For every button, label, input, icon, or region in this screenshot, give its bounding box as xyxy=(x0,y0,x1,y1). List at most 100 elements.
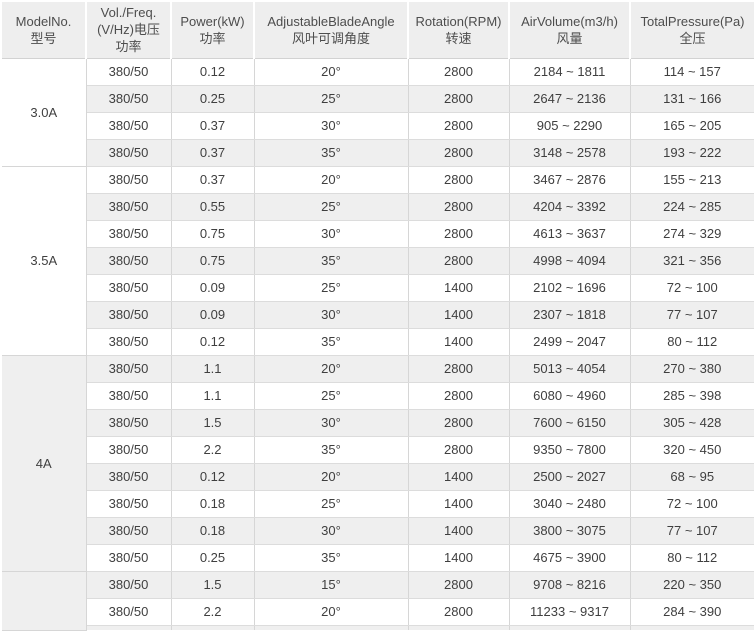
column-header-blade-angle: AdjustableBladeAngle 风叶可调角度 xyxy=(253,2,408,59)
power-cell: 0.12 xyxy=(171,463,255,491)
voltage-freq-cell: 380/50 xyxy=(86,355,172,383)
blade-angle-cell: 25° xyxy=(254,85,409,113)
total-pressure-cell: 72 ~ 100 xyxy=(630,274,754,302)
blade-angle-cell: 30° xyxy=(254,220,409,248)
partial-cell xyxy=(408,625,510,630)
air-volume-cell: 4675 ~ 3900 xyxy=(509,544,631,572)
power-cell: 2.2 xyxy=(171,598,255,626)
partial-row xyxy=(2,625,754,630)
table-row: 380/50 1.5 15° 2800 9708 ~ 8216 220 ~ 350 xyxy=(2,571,754,631)
power-cell: 0.18 xyxy=(171,517,255,545)
table-row: 380/50 0.25 25° 2800 2647 ~ 2136 131 ~ 166 xyxy=(2,85,754,113)
table-row: 3.5A 380/50 0.37 20° 2800 3467 ~ 2876 155 ~ 21… xyxy=(2,166,754,356)
power-cell: 0.37 xyxy=(171,112,255,140)
total-pressure-cell: 274 ~ 329 xyxy=(630,220,754,248)
header-line: 风叶可调角度 xyxy=(291,30,370,46)
rotation-cell: 2800 xyxy=(408,85,510,113)
column-header-voltage-freq: Vol./Freq. (V/Hz)电压 功率 xyxy=(85,2,171,59)
rotation-cell: 2800 xyxy=(408,247,510,275)
blade-angle-cell: 20° xyxy=(254,598,409,626)
air-volume-cell: 2647 ~ 2136 xyxy=(509,85,631,113)
rotation-cell: 1400 xyxy=(408,463,510,491)
air-volume-cell: 2102 ~ 1696 xyxy=(509,274,631,302)
total-pressure-cell: 155 ~ 213 xyxy=(630,166,754,194)
header-line: AirVolume(m3/h) xyxy=(521,13,618,29)
voltage-freq-cell: 380/50 xyxy=(86,463,172,491)
air-volume-cell: 5013 ~ 4054 xyxy=(509,355,631,383)
table-row: 380/50 0.09 30° 1400 2307 ~ 1818 77 ~ 107 xyxy=(2,301,754,329)
power-cell: 0.25 xyxy=(171,85,255,113)
column-header-total-pressure: TotalPressure(Pa) 全压 xyxy=(629,2,754,59)
air-volume-cell: 905 ~ 2290 xyxy=(509,112,631,140)
column-header-air-volume: AirVolume(m3/h) 风量 xyxy=(508,2,630,59)
blade-angle-cell: 30° xyxy=(254,517,409,545)
rotation-cell: 1400 xyxy=(408,301,510,329)
air-volume-cell: 2500 ~ 2027 xyxy=(509,463,631,491)
blade-angle-cell: 25° xyxy=(254,490,409,518)
header-line: Rotation(RPM) xyxy=(415,13,502,29)
rotation-cell: 2800 xyxy=(408,355,510,383)
power-cell: 0.55 xyxy=(171,193,255,221)
table-row: 380/50 0.18 30° 1400 3800 ~ 3075 77 ~ 107 xyxy=(2,517,754,545)
rotation-cell: 2800 xyxy=(408,193,510,221)
table-row: 380/50 0.75 35° 2800 4998 ~ 4094 321 ~ 356 xyxy=(2,247,754,275)
power-cell: 0.09 xyxy=(171,301,255,329)
total-pressure-cell: 220 ~ 350 xyxy=(630,571,754,599)
column-header-model: ModelNo. 型号 xyxy=(2,2,86,59)
column-header-power: Power(kW) 功率 xyxy=(170,2,254,59)
power-cell: 1.5 xyxy=(171,409,255,437)
power-cell: 1.5 xyxy=(171,571,255,599)
voltage-freq-cell: 380/50 xyxy=(86,193,172,221)
power-cell: 0.75 xyxy=(171,247,255,275)
rotation-cell: 2800 xyxy=(408,571,510,599)
total-pressure-cell: 305 ~ 428 xyxy=(630,409,754,437)
power-cell: 0.09 xyxy=(171,274,255,302)
blade-angle-cell: 25° xyxy=(254,193,409,221)
total-pressure-cell: 165 ~ 205 xyxy=(630,112,754,140)
power-cell: 0.25 xyxy=(171,544,255,572)
total-pressure-cell: 77 ~ 107 xyxy=(630,301,754,329)
voltage-freq-cell: 380/50 xyxy=(86,328,172,356)
table-row: 3.0A 380/50 0.12 20° 2800 2184 ~ 1811 114 ~ 15… xyxy=(2,58,754,167)
header-line: Vol./Freq. xyxy=(100,5,157,21)
voltage-freq-cell: 380/50 xyxy=(86,490,172,518)
blade-angle-cell: 35° xyxy=(254,328,409,356)
table-row: 380/50 0.12 35° 1400 2499 ~ 2047 80 ~ 112 xyxy=(2,328,754,356)
header-line: ModelNo. xyxy=(15,13,72,29)
total-pressure-cell: 131 ~ 166 xyxy=(630,85,754,113)
rotation-cell: 2800 xyxy=(408,139,510,167)
blade-angle-cell: 35° xyxy=(254,544,409,572)
air-volume-cell: 6080 ~ 4960 xyxy=(509,382,631,410)
header-line: Power(kW) xyxy=(180,13,245,29)
air-volume-cell: 4613 ~ 3637 xyxy=(509,220,631,248)
table-row: 380/50 0.12 20° 1400 2500 ~ 2027 68 ~ 95 xyxy=(2,463,754,491)
air-volume-cell: 2184 ~ 1811 xyxy=(509,58,631,86)
air-volume-cell: 2307 ~ 1818 xyxy=(509,301,631,329)
rotation-cell: 2800 xyxy=(408,166,510,194)
voltage-freq-cell: 380/50 xyxy=(86,301,172,329)
blade-angle-cell: 35° xyxy=(254,247,409,275)
model-cell: 3.0A xyxy=(2,58,87,167)
blade-angle-cell: 15° xyxy=(254,571,409,599)
header-line: 风量 xyxy=(556,30,583,46)
header-line: 型号 xyxy=(30,30,57,46)
table-row: 380/50 1.1 25° 2800 6080 ~ 4960 285 ~ 398 xyxy=(2,382,754,410)
blade-angle-cell: 25° xyxy=(254,382,409,410)
power-cell: 1.1 xyxy=(171,355,255,383)
blade-angle-cell: 20° xyxy=(254,58,409,86)
table-row: 380/50 0.25 35° 1400 4675 ~ 3900 80 ~ 112 xyxy=(2,544,754,572)
table-header: ModelNo. 型号 Vol./Freq. (V/Hz)电压 功率 Power(kW) 功… xyxy=(2,2,754,59)
model-cell: 4A xyxy=(2,355,87,572)
header-row: ModelNo. 型号 Vol./Freq. (V/Hz)电压 功率 Power(kW) 功… xyxy=(2,2,754,59)
rotation-cell: 1400 xyxy=(408,517,510,545)
voltage-freq-cell: 380/50 xyxy=(86,58,172,86)
total-pressure-cell: 193 ~ 222 xyxy=(630,139,754,167)
table-row: 380/50 0.18 25° 1400 3040 ~ 2480 72 ~ 100 xyxy=(2,490,754,518)
model-cell xyxy=(2,571,87,631)
air-volume-cell: 11233 ~ 9317 xyxy=(509,598,631,626)
rotation-cell: 2800 xyxy=(408,220,510,248)
blade-angle-cell: 35° xyxy=(254,139,409,167)
table-row: 380/50 2.2 35° 2800 9350 ~ 7800 320 ~ 450 xyxy=(2,436,754,464)
